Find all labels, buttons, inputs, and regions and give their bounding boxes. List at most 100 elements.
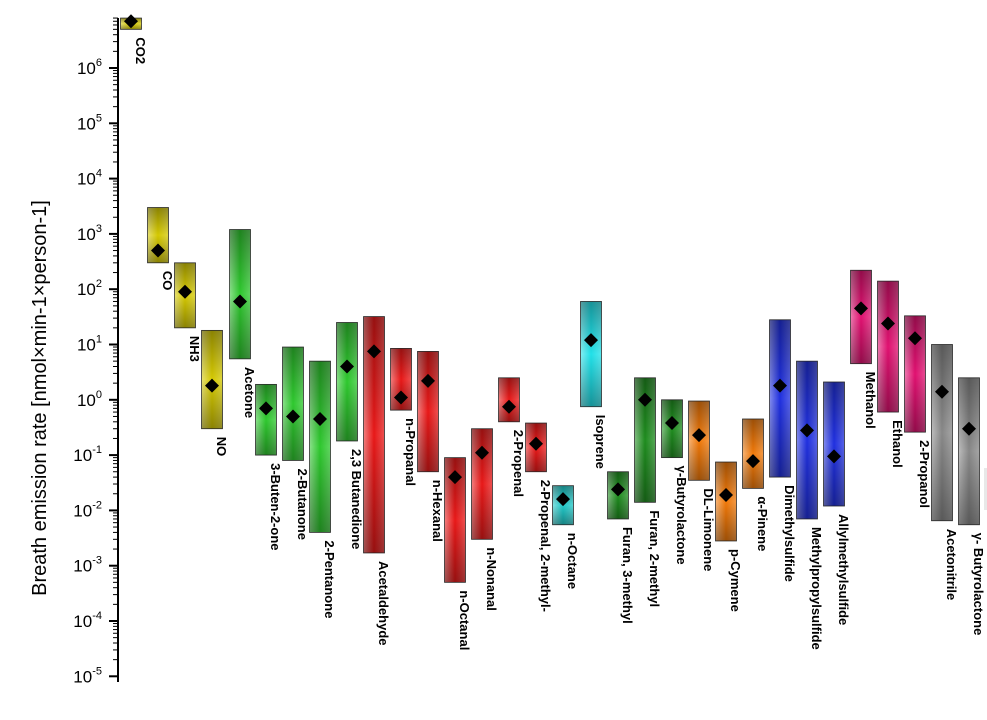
median-marker <box>340 359 354 374</box>
compound-label: Furan, 3-methyl <box>620 527 635 624</box>
y-tick-label: 10-5 <box>73 665 102 686</box>
compound-label: CO <box>160 271 175 291</box>
compound-label: α-Pinene <box>755 496 770 551</box>
compound-label: Dimethylsulfide <box>782 485 797 582</box>
compound-label: CO2 <box>133 37 148 64</box>
median-marker <box>151 243 165 258</box>
range-bar-shade <box>471 428 493 540</box>
median-marker <box>556 492 570 507</box>
median-marker <box>259 401 273 416</box>
median-marker <box>313 411 327 426</box>
compound-label: 3-Buten-2-one <box>268 463 283 550</box>
range-bar-shade <box>363 316 385 553</box>
range-bar-shade <box>309 361 331 533</box>
median-marker <box>773 378 787 393</box>
compound-label: γ- Butyrolactone <box>971 533 986 636</box>
compound-label: n-Hexanal <box>430 480 445 542</box>
range-bar-shade <box>958 377 980 525</box>
compound-label: n-Octane <box>565 533 580 589</box>
compound-label: 2-Propenal, 2-methyl- <box>538 480 553 612</box>
compound-label: Acetone <box>242 367 257 418</box>
range-bar-shade <box>580 301 602 407</box>
range-bar-shade <box>229 229 251 359</box>
range-bar-shade <box>742 418 764 489</box>
compound-label: DL-Limonene <box>701 488 716 571</box>
range-bar-shade <box>904 315 926 433</box>
range-bar-shade <box>444 457 466 583</box>
y-axis-label: Breath emission rate [nmol×min-1×person-… <box>29 200 51 596</box>
median-marker <box>394 390 408 405</box>
compound-label: Allylmethylsulfide <box>836 514 851 625</box>
range-bar-shade <box>931 344 953 521</box>
range-bar-shade <box>282 347 304 461</box>
range-bar-shade <box>877 281 899 413</box>
median-marker <box>746 454 760 469</box>
compound-label: 2-Butanone <box>295 468 310 539</box>
median-marker <box>205 378 219 393</box>
median-marker <box>584 333 598 348</box>
median-marker <box>719 487 733 502</box>
compound-label: NH3 <box>187 336 202 362</box>
y-tick-label: 101 <box>77 334 102 355</box>
compound-label: 2-Propanol <box>917 440 932 508</box>
median-marker <box>881 316 895 331</box>
compound-label: n-Propanal <box>403 418 418 486</box>
compound-label: n-Nonanal <box>484 547 499 611</box>
compound-label: 2-Propenal <box>511 430 526 497</box>
range-bar-shade <box>796 361 818 519</box>
median-marker <box>935 384 949 399</box>
range-bar-shade <box>255 384 277 456</box>
range-bar-shade <box>336 322 358 441</box>
median-marker <box>421 373 435 388</box>
median-marker <box>638 392 652 407</box>
median-marker <box>611 482 625 497</box>
y-axis-label-text: Breath emission rate [nmol×min-1×person-… <box>29 200 51 596</box>
compound-label: Furan, 2-methyl <box>647 510 662 607</box>
compound-label: 2,3 Butanedione <box>349 449 364 549</box>
compound-label: Ethanol <box>890 420 905 468</box>
y-tick-label: 100 <box>77 389 102 410</box>
median-marker <box>854 301 868 316</box>
median-marker <box>448 470 462 485</box>
range-bar-shade <box>850 270 872 364</box>
y-tick-label: 106 <box>77 57 102 78</box>
compound-label: NO <box>214 437 229 457</box>
y-tick-label: 10-4 <box>73 610 102 631</box>
y-tick-label: 10-1 <box>73 444 102 465</box>
median-marker <box>692 428 706 443</box>
compound-label: p-Cymene <box>728 549 743 612</box>
compound-label: Methanol <box>863 372 878 429</box>
median-marker <box>827 449 841 464</box>
compound-label: Isoprene <box>593 415 608 469</box>
compound-label: γ-Butyrolactone <box>674 466 689 565</box>
median-marker <box>800 423 814 438</box>
median-marker <box>367 344 381 359</box>
median-marker <box>475 445 489 460</box>
y-tick-label: 10-2 <box>73 499 102 520</box>
range-bar-shade <box>769 319 791 478</box>
compound-label: 2-Pentanone <box>322 540 337 618</box>
compound-labels: CO2 CO NH3 NO Acetone 3-Buten-2-one 2-Butanone… <box>133 37 986 650</box>
median-markers <box>124 14 976 507</box>
y-tick-label: 104 <box>77 168 102 189</box>
compound-label: Methylpropylsulfide <box>809 527 824 650</box>
y-axis: 10-5 10-4 10-3 10-2 10-1 100 101 102 103 104 105 10… <box>73 17 119 686</box>
median-marker <box>233 294 247 309</box>
y-tick-label: 105 <box>77 112 102 133</box>
compound-label: n-Octanal <box>457 590 472 650</box>
median-marker <box>286 409 300 424</box>
edge-bar-fragment <box>984 468 987 510</box>
y-tick-label: 102 <box>77 278 102 299</box>
y-tick-label: 10-3 <box>73 555 102 576</box>
range-bar-shade <box>417 351 439 472</box>
median-marker <box>502 399 516 414</box>
median-marker <box>529 436 543 451</box>
compound-label: Acetaldehyde <box>376 561 391 646</box>
y-tick-label: 103 <box>77 223 102 244</box>
range-bar-shade <box>823 381 845 507</box>
range-bar-shade <box>390 348 412 411</box>
compound-label: Acetonitrile <box>944 529 959 601</box>
median-marker <box>665 416 679 431</box>
median-marker <box>124 14 138 29</box>
